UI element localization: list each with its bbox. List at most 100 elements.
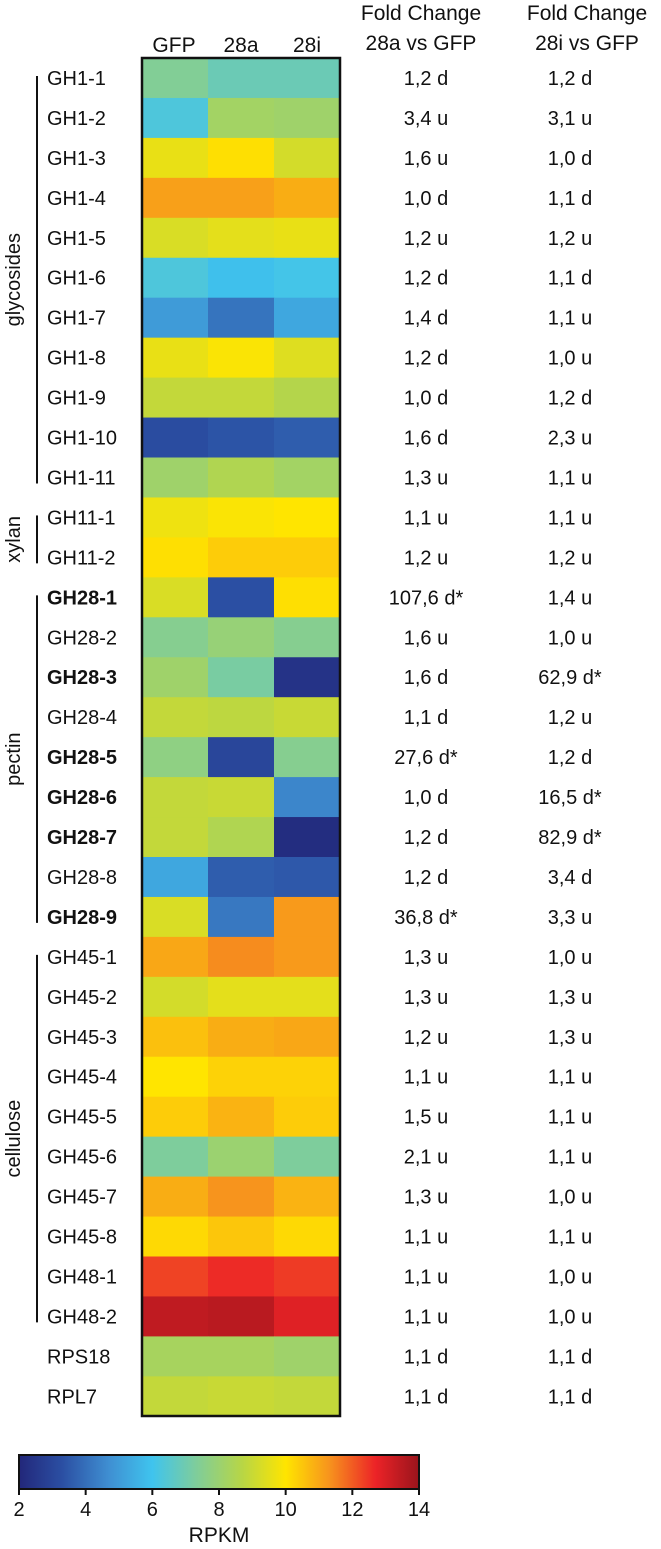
fold-28i-value: 1,2 d [548,388,592,410]
fold-28a-value: 36,8 d* [394,907,458,929]
fold-28a-value: 1,6 d [404,667,448,689]
fold-28a-value: 1,1 u [404,1266,448,1288]
heatmap-cell-gh48-2-gfp [142,1296,209,1337]
heatmap-cell-rps18-gfp [142,1336,209,1377]
fold-28a-value: 1,1 d [404,707,448,729]
heatmap-cell-rpl7-28i [274,1376,341,1417]
fold-28a-value: 1,2 d [404,348,448,370]
row-label: GH28-8 [47,867,117,889]
row-label: GH1-5 [47,228,106,250]
row-label: GH28-1 [47,587,117,609]
heatmap-cell-gh1-1-28a [208,58,275,99]
fold-28a-value: 1,2 u [404,1027,448,1049]
row-label: GH28-6 [47,787,117,809]
heatmap-cell-gh28-5-gfp [142,737,209,778]
fold-28i-value: 1,1 u [548,1067,592,1089]
fold-28a-value: 27,6 d* [394,747,458,769]
fold-28i-value: 1,3 u [548,1027,592,1049]
heatmap-cell-gh1-9-gfp [142,377,209,419]
row-label: GH45-1 [47,947,117,969]
heatmap-cell-gh28-6-28i [274,777,341,818]
fold-28i-value: 1,1 u [548,1147,592,1169]
fold-28i-value: 1,2 d [548,747,592,769]
fold-28i-value: 1,2 u [548,707,592,729]
heatmap-cell-gh11-1-28i [274,497,341,538]
fold-28a-value: 1,1 u [404,1227,448,1249]
heatmap-cell-gh28-3-gfp [142,657,209,698]
heatmap-cell-gh1-2-gfp [142,97,209,139]
fold-28a-value: 1,1 u [404,1067,448,1089]
fold-28i-value: 62,9 d* [538,667,602,689]
row-label: GH28-9 [47,907,117,929]
row-label: GH1-4 [47,188,106,210]
row-label: GH1-1 [47,68,106,90]
heatmap-cell-gh45-6-28i [274,1136,341,1178]
colorbar-tick-label: 8 [213,1499,224,1521]
row-label: RPS18 [47,1346,110,1368]
heatmap-cells [142,58,341,1417]
heatmap-cell-gh45-8-gfp [142,1216,209,1257]
heatmap-cell-gh1-9-28a [208,377,275,419]
row-label: GH28-5 [47,747,117,769]
heatmap-cell-gh1-10-gfp [142,417,209,458]
heatmap-cell-gh45-1-28a [208,936,275,978]
row-label: GH1-11 [47,467,116,489]
row-label: GH45-7 [47,1187,117,1209]
column-header-28a: 28a [223,34,258,57]
heatmap-frame [140,56,342,1418]
heatmap-cell-gh28-4-28a [208,697,275,738]
colorbar-tick-label: 4 [80,1499,91,1521]
row-label: GH28-3 [47,667,117,689]
heatmap-cell-gh1-11-28a [208,457,275,498]
fold-change-values: 1,2 d 1,2 d 3,4 u 3,1 u 1,6 u 1,0 d 1,0 d 1,1 d… [389,68,602,1408]
heatmap-cell-gh45-6-28a [208,1136,275,1178]
heatmap-cell-gh1-9-28i [274,377,341,419]
heatmap-cell-gh1-4-gfp [142,177,209,219]
heatmap-cell-gh11-2-gfp [142,537,209,578]
heatmap-cell-rpl7-gfp [142,1376,209,1417]
heatmap-cell-gh45-5-gfp [142,1096,209,1138]
heatmap-cell-gh45-3-28a [208,1016,275,1058]
heatmap-cell-gh1-6-gfp [142,257,209,299]
fold-header-28a-line2: 28a vs GFP [366,32,477,55]
fold-28a-value: 3,4 u [404,108,448,130]
heatmap-cell-gh1-10-28i [274,417,341,458]
fold-28a-value: 1,0 d [404,787,448,809]
row-label: GH28-4 [47,707,117,729]
row-label: GH1-9 [47,388,106,410]
group-label-pectin: pectin [3,732,25,785]
heatmap-cell-gh1-2-28a [208,97,275,139]
heatmap-cell-gh1-11-28i [274,457,341,498]
fold-28a-value: 1,4 d [404,308,448,330]
heatmap-cell-gh1-10-28a [208,417,275,458]
row-label: GH45-6 [47,1147,117,1169]
heatmap-cell-gh28-1-28a [208,577,275,618]
heatmap-cell-gh48-2-28a [208,1296,275,1337]
row-label: GH45-2 [47,987,117,1009]
fold-28a-value: 1,1 d [404,1386,448,1408]
heatmap-cell-gh28-3-28i [274,657,341,698]
heatmap-cell-gh1-4-28a [208,177,275,219]
heatmap-cell-gh45-8-28i [274,1216,341,1257]
heatmap-cell-gh28-9-gfp [142,896,209,938]
heatmap-cell-gh28-4-28i [274,697,341,738]
heatmap-cell-gh48-1-gfp [142,1256,209,1297]
fold-28i-value: 1,1 u [548,1227,592,1249]
row-label: GH1-10 [47,428,117,450]
heatmap-cell-gh28-2-28a [208,617,275,658]
colorbar-tick-label: 6 [147,1499,158,1521]
row-label: RPL7 [47,1386,97,1408]
fold-28a-value: 1,3 u [404,1187,448,1209]
row-label: GH11-1 [47,507,116,529]
fold-28i-value: 1,0 u [548,1306,592,1328]
fold-28a-value: 107,6 d* [389,587,464,609]
column-header-28i: 28i [293,34,321,57]
colorbar-tick-label: 2 [13,1499,24,1521]
heatmap-cell-gh45-1-gfp [142,936,209,978]
heatmap-cell-gh28-1-28i [274,577,341,618]
fold-28i-value: 1,1 u [548,467,592,489]
heatmap-cell-gh1-8-gfp [142,337,209,379]
fold-28a-value: 2,1 u [404,1147,448,1169]
row-label: GH48-2 [47,1306,117,1328]
